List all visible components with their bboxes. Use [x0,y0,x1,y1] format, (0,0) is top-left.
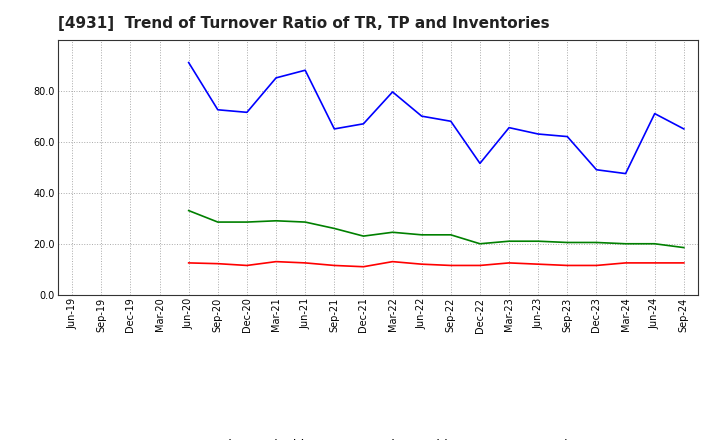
Inventories [418,232,426,238]
Trade Receivables [301,260,310,266]
Trade Receivables [388,259,397,264]
Trade Receivables [446,263,455,268]
Inventories [243,220,251,225]
Inventories [476,241,485,246]
Trade Payables [505,125,513,130]
Inventories [446,232,455,238]
Trade Receivables [563,263,572,268]
Trade Payables [330,126,338,132]
Legend: Trade Receivables, Trade Payables, Inventories: Trade Receivables, Trade Payables, Inven… [168,434,588,440]
Trade Payables [680,126,688,132]
Trade Receivables [592,263,600,268]
Trade Payables [243,110,251,115]
Inventories [534,238,543,244]
Trade Payables [563,134,572,139]
Inventories [271,218,280,224]
Trade Receivables [621,260,630,266]
Inventories [680,245,688,250]
Inventories [563,240,572,245]
Trade Payables [418,114,426,119]
Trade Payables [534,132,543,137]
Text: [4931]  Trend of Turnover Ratio of TR, TP and Inventories: [4931] Trend of Turnover Ratio of TR, TP… [58,16,549,32]
Inventories [330,226,338,231]
Trade Receivables [330,263,338,268]
Trade Receivables [505,260,513,266]
Line: Trade Payables: Trade Payables [189,62,684,173]
Trade Payables [271,75,280,81]
Trade Payables [592,167,600,172]
Inventories [213,220,222,225]
Trade Payables [388,89,397,95]
Trade Receivables [359,264,368,269]
Inventories [621,241,630,246]
Trade Receivables [534,261,543,267]
Inventories [592,240,600,245]
Trade Receivables [418,261,426,267]
Inventories [650,241,659,246]
Trade Receivables [650,260,659,266]
Trade Payables [359,121,368,126]
Inventories [301,220,310,225]
Trade Payables [650,111,659,116]
Trade Payables [446,119,455,124]
Trade Receivables [476,263,485,268]
Inventories [359,234,368,239]
Trade Receivables [271,259,280,264]
Inventories [388,230,397,235]
Trade Payables [213,107,222,112]
Trade Payables [621,171,630,176]
Line: Inventories: Inventories [189,211,684,248]
Trade Receivables [243,263,251,268]
Trade Receivables [184,260,193,266]
Line: Trade Receivables: Trade Receivables [189,262,684,267]
Trade Payables [301,68,310,73]
Trade Payables [476,161,485,166]
Inventories [505,238,513,244]
Inventories [184,208,193,213]
Trade Receivables [213,261,222,266]
Trade Receivables [680,260,688,266]
Trade Payables [184,60,193,65]
